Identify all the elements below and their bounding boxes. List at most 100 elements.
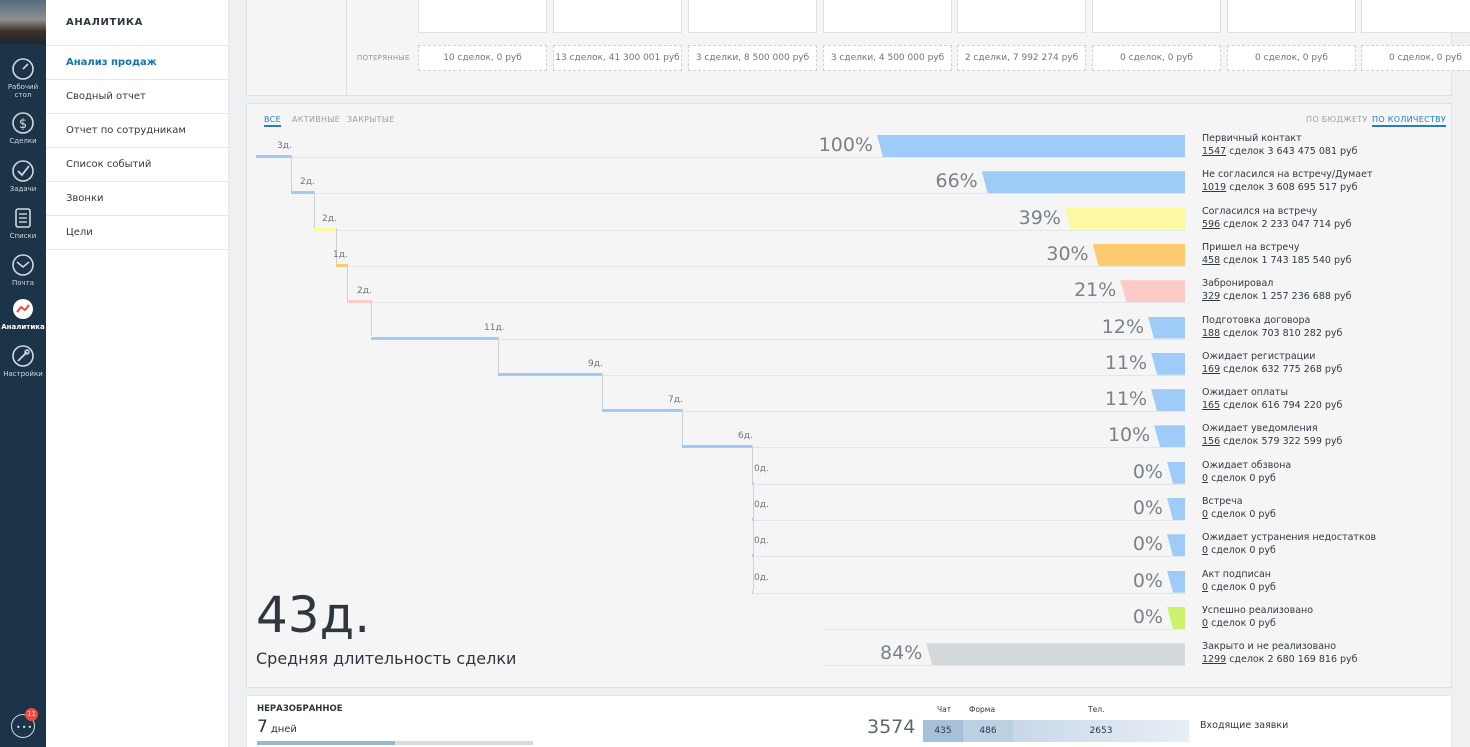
funnel-bar [926,643,1185,666]
funnel-stage-stats: 1547 сделок 3 643 475 081 руб [1202,146,1432,157]
duration-label: 9д. [588,358,603,369]
funnel-stage-count-link[interactable]: 188 [1202,327,1221,339]
funnel-stage-count-link[interactable]: 329 [1202,291,1221,303]
submenu-item-goals[interactable]: Цели [46,215,229,249]
funnel-stage-budget: сделок 703 810 282 руб [1220,327,1343,339]
funnel-stage-budget: сделок 616 794 220 руб [1220,400,1343,412]
funnel-percent: 0% [1132,533,1163,556]
submenu-item-events-list[interactable]: Список событий [46,147,229,181]
lost-deals-box[interactable]: 13 сделок, 41 300 001 руб [553,45,682,71]
funnel-stage-count-link[interactable]: 458 [1202,254,1221,266]
funnel-stage-stats: 1019 сделок 3 608 695 517 руб [1202,182,1432,193]
funnel-bar [1092,243,1185,266]
funnel-stage-budget: сделок 1 743 185 540 руб [1220,254,1352,266]
chat-button[interactable]: ••• [11,714,35,738]
nav-settings-label: Настройки [3,370,43,378]
submenu-item-employee-report[interactable]: Отчет по сотрудникам [46,113,229,147]
funnel-bar [1148,316,1185,339]
tab-active[interactable]: АКТИВНЫЕ [292,115,341,124]
deals-icon: $ [12,112,34,134]
funnel-stage-stats: 458 сделок 1 743 185 540 руб [1202,255,1432,266]
lost-deals-box[interactable]: 3 сделки, 8 500 000 руб [688,45,817,71]
funnel-stage-budget: сделок 1 257 236 688 руб [1220,291,1352,303]
settings-icon [12,345,34,367]
unsorted-unit: дней [270,724,297,735]
funnel-bar [981,171,1185,194]
stage-summary-box [1361,0,1470,33]
lost-deals-box[interactable]: 2 сделки, 7 992 274 руб [957,45,1086,71]
phone-source-bar: 2653 [1013,720,1189,742]
funnel-stage-count-link[interactable]: 596 [1202,218,1221,230]
submenu-item-sales-analysis[interactable]: Анализ продаж [46,45,229,79]
average-deal-duration: 43д. [256,586,371,644]
duration-segment [752,518,753,521]
duration-label: 0д. [754,500,769,510]
lost-deals-box[interactable]: 0 сделок, 0 руб [1361,45,1470,71]
duration-segment [682,445,752,449]
tab-all[interactable]: ВСЕ [264,115,282,127]
funnel-percent: 66% [935,170,978,193]
form-source-value: 486 [979,726,997,736]
funnel-bar [1120,280,1185,303]
funnel-stage-count-link[interactable]: 165 [1202,400,1221,412]
funnel-stage: Первичный контакт 1547 сделок 3 643 475 0… [1202,133,1432,157]
duration-segment [314,227,336,231]
funnel-stage-count-link[interactable]: 0 [1202,472,1209,484]
funnel-stage: Подготовка договора 188 сделок 703 810 28… [1202,315,1432,339]
nav-dashboard[interactable]: Рабочий стол [0,57,46,99]
duration-segment [498,372,602,376]
funnel-stage-count-link[interactable]: 169 [1202,363,1221,375]
nav-tasks[interactable]: Задачи [0,159,46,193]
funnel-percent: 30% [1046,242,1089,265]
lost-deals-box[interactable]: 0 сделок, 0 руб [1092,45,1221,71]
lost-deals-box[interactable]: 10 сделок, 0 руб [418,45,547,71]
nav-analytics[interactable]: Аналитика [0,297,46,331]
funnel-stage-budget: сделок 3 608 695 517 руб [1226,182,1358,194]
funnel-stage-stats: 1299 сделок 2 680 169 816 руб [1202,654,1432,665]
lost-deals-box[interactable]: 3 сделки, 4 500 000 руб [823,45,952,71]
chat-source-value: 435 [934,726,952,736]
funnel-stage-name: Пришел на встречу [1202,241,1300,253]
lost-deals-box[interactable]: 0 сделок, 0 руб [1227,45,1356,71]
funnel-stage-count-link[interactable]: 1547 [1202,146,1227,157]
nav-mail[interactable]: Почта [0,253,46,287]
tab-by-budget[interactable]: ПО БЮДЖЕТУ [1306,115,1368,124]
funnel-stage: Ожидает уведомления 156 сделок 579 322 59… [1202,423,1432,447]
funnel-stage-budget: сделок 0 руб [1208,545,1276,557]
incoming-total: 3574 [867,716,916,738]
submenu-item-calls[interactable]: Звонки [46,181,229,215]
funnel-stage-count-link[interactable]: 0 [1202,617,1209,629]
lists-icon [15,208,31,228]
funnel-stage-name: Ожидает оплаты [1202,387,1288,399]
funnel-stage-count-link[interactable]: 1299 [1202,654,1227,666]
funnel-stage-count-link[interactable]: 156 [1202,436,1221,448]
funnel-stage-stats: 169 сделок 632 775 268 руб [1202,364,1432,375]
funnel-stage-stats: 0 сделок 0 руб [1202,545,1432,556]
funnel-stage-name: Успешно реализовано [1202,604,1314,616]
funnel-stage-count-link[interactable]: 0 [1202,545,1209,557]
submenu-item-summary-report[interactable]: Сводный отчет [46,79,229,113]
funnel-stage-name: Акт подписан [1202,568,1272,580]
phone-source-label: Тел. [1088,705,1105,714]
unsorted-value: 7 [257,717,268,737]
phone-source-value: 2653 [1089,726,1113,736]
funnel-percent: 21% [1074,279,1117,302]
funnel-stage: Ожидает регистрации 169 сделок 632 775 26… [1202,351,1432,375]
account-avatar[interactable] [0,0,46,44]
funnel-stage-stats: 156 сделок 579 322 599 руб [1202,436,1432,447]
nav-deals[interactable]: $ Сделки [0,111,46,145]
funnel-stage-name: Ожидает уведомления [1202,423,1318,435]
nav-settings[interactable]: Настройки [0,344,46,378]
duration-segment [347,300,371,304]
tab-closed[interactable]: ЗАКРЫТЫЕ [347,115,395,124]
tab-by-count[interactable]: ПО КОЛИЧЕСТВУ [1372,115,1447,127]
funnel-stage-count-link[interactable]: 1019 [1202,182,1227,194]
funnel-stage-count-link[interactable]: 0 [1202,581,1209,593]
incoming-requests-label: Входящие заявки [1200,720,1289,731]
funnel-stage-count-link[interactable]: 0 [1202,509,1209,520]
funnel-percent: 0% [1132,569,1163,592]
dashboard-icon [12,58,34,80]
nav-lists[interactable]: Списки [0,206,46,240]
stage-summary-box [688,0,817,33]
duration-segment [371,336,498,340]
